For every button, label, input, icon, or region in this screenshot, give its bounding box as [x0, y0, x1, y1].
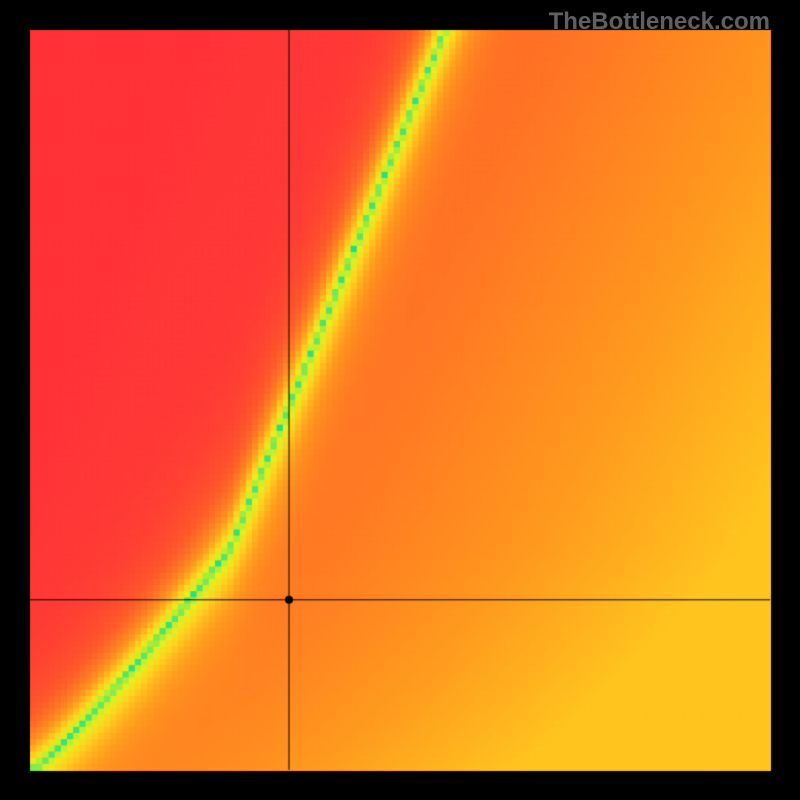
chart-container: TheBottleneck.com [0, 0, 800, 800]
bottleneck-heatmap [0, 0, 800, 800]
watermark-text: TheBottleneck.com [549, 8, 770, 36]
